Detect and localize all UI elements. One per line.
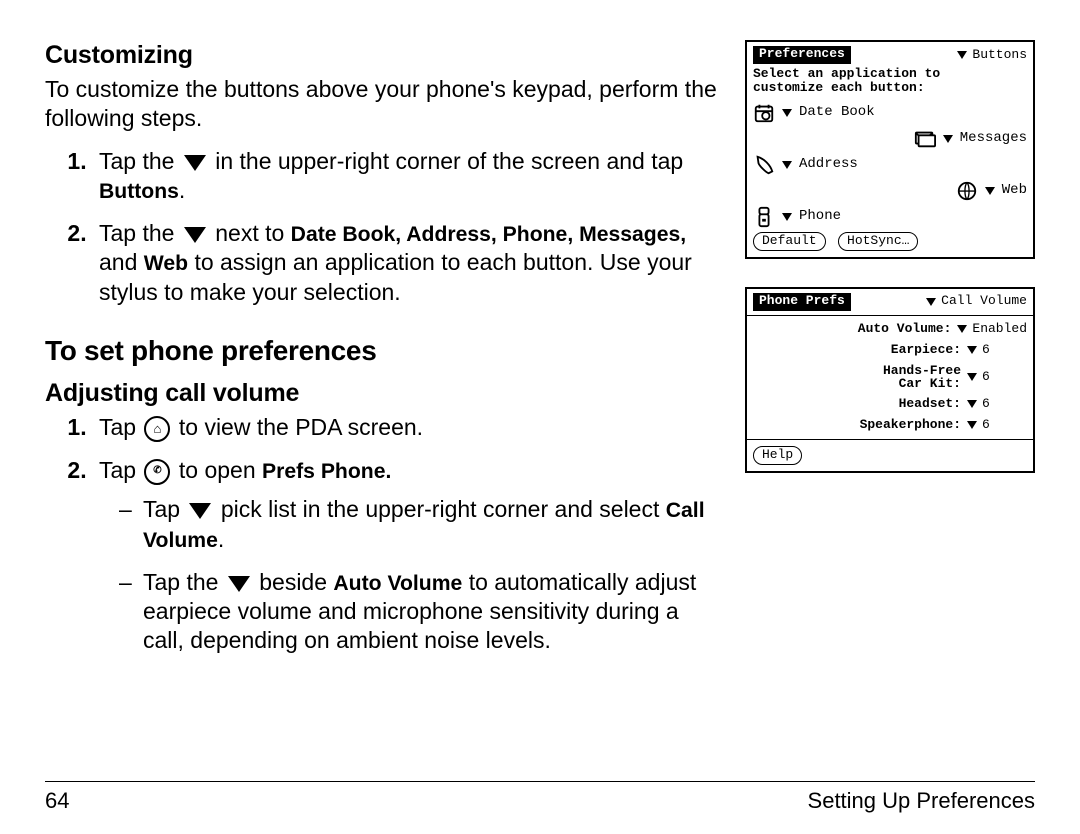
address-icon — [753, 154, 775, 176]
heading-customizing: Customizing — [45, 40, 725, 71]
dropdown-icon — [782, 213, 792, 221]
dropdown-icon — [782, 109, 792, 117]
palm1-menu[interactable]: Buttons — [955, 48, 1027, 63]
dropdown-icon — [967, 346, 977, 354]
page-footer: 64 Setting Up Preferences — [45, 781, 1035, 814]
palm1-subheading: Select an application to customize each … — [753, 67, 1027, 96]
figure-column: Preferences Buttons Select an applicatio… — [745, 40, 1035, 771]
row-auto-volume[interactable]: Auto Volume: Enabled — [753, 322, 1027, 337]
steps-customizing: Tap the in the upper-right corner of the… — [45, 147, 725, 307]
step-2b: Tap ✆ to open Prefs Phone. Tap pick list… — [93, 456, 725, 655]
dropdown-icon — [189, 503, 211, 519]
dropdown-icon — [957, 325, 967, 333]
hotsync-button[interactable]: HotSync… — [838, 232, 918, 251]
page-number: 64 — [45, 788, 69, 814]
palm2-title: Phone Prefs — [753, 293, 851, 311]
substeps: Tap pick list in the upper-right corner … — [99, 495, 725, 655]
para-customizing-intro: To customize the buttons above your phon… — [45, 75, 725, 133]
body-text-column: Customizing To customize the buttons abo… — [45, 40, 725, 771]
dropdown-icon — [926, 298, 936, 306]
step-1: Tap the in the upper-right corner of the… — [93, 147, 725, 205]
dropdown-icon — [943, 135, 953, 143]
datebook-icon — [753, 102, 775, 124]
row-earpiece[interactable]: Earpiece: 6 — [753, 343, 1027, 358]
palm1-item-address[interactable]: Address — [753, 154, 1027, 176]
dropdown-icon — [228, 576, 250, 592]
dropdown-icon — [184, 227, 206, 243]
dropdown-icon — [184, 155, 206, 171]
palm-screenshot-buttons: Preferences Buttons Select an applicatio… — [745, 40, 1035, 259]
heading-adjust-volume: Adjusting call volume — [45, 378, 725, 409]
palm2-menu[interactable]: Call Volume — [924, 294, 1027, 309]
help-button[interactable]: Help — [753, 446, 802, 465]
messages-icon — [914, 128, 936, 150]
substep-2: Tap the beside Auto Volume to automatica… — [119, 568, 725, 655]
dropdown-icon — [967, 421, 977, 429]
dropdown-icon — [967, 400, 977, 408]
heading-set-phone-prefs: To set phone preferences — [45, 333, 725, 368]
palm1-item-phone[interactable]: Phone — [753, 206, 1027, 228]
substep-1: Tap pick list in the upper-right corner … — [119, 495, 725, 554]
row-carkit[interactable]: Hands-Free Car Kit: 6 — [753, 364, 1027, 391]
dropdown-icon — [985, 187, 995, 195]
home-icon: ⌂ — [144, 416, 170, 442]
dropdown-icon — [967, 373, 977, 381]
step-1b: Tap ⌂ to view the PDA screen. — [93, 413, 725, 442]
dropdown-icon — [957, 51, 967, 59]
dropdown-icon — [782, 161, 792, 169]
step-2: Tap the next to Date Book, Address, Phon… — [93, 219, 725, 307]
row-headset[interactable]: Headset: 6 — [753, 397, 1027, 412]
palm1-item-datebook[interactable]: Date Book — [753, 102, 1027, 124]
row-speakerphone[interactable]: Speakerphone: 6 — [753, 418, 1027, 433]
web-icon — [956, 180, 978, 202]
prefs-phone-icon: ✆ — [144, 459, 170, 485]
steps-adjust-volume: Tap ⌂ to view the PDA screen. Tap ✆ to o… — [45, 413, 725, 655]
default-button[interactable]: Default — [753, 232, 826, 251]
footer-title: Setting Up Preferences — [808, 788, 1035, 814]
palm1-title: Preferences — [753, 46, 851, 64]
palm1-item-messages[interactable]: Messages — [753, 128, 1027, 150]
palm-screenshot-callvolume: Phone Prefs Call Volume Auto Volume: Ena… — [745, 287, 1035, 473]
phone-icon — [753, 206, 775, 228]
palm1-item-web[interactable]: Web — [753, 180, 1027, 202]
